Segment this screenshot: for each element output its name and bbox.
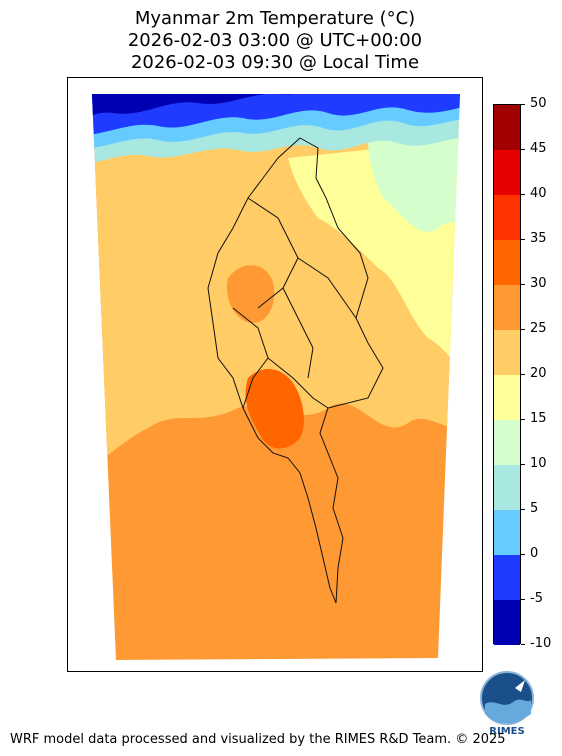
colorbar-tick-label: 15 [530,411,547,426]
colorbar-tick [521,284,525,285]
colorbar-segment [494,375,520,420]
colorbar-segment [494,555,520,600]
colorbar-tick-label: 20 [530,366,547,381]
colorbar-segment [494,600,520,645]
myanmar-border [207,137,384,604]
colorbar-tick [521,239,525,240]
colorbar-tick-label: -10 [530,636,552,651]
colorbar-tick [521,644,525,645]
colorbar-tick-label: 0 [530,546,539,561]
temp-zone-minus5-0 [92,94,460,137]
colorbar-tick [521,509,525,510]
colorbar-tick [521,599,525,600]
state-boundaries [232,197,357,409]
colorbar-tick-label: 5 [530,501,539,516]
map-title-line1: Myanmar 2m Temperature (°C) [134,8,416,29]
colorbar-segment [494,195,520,240]
colorbar-tick-label: 45 [530,141,547,156]
colorbar-tick [521,104,525,105]
temp-zone-30-35 [245,368,304,449]
colorbar [493,104,521,645]
map-title-line2: 2026-02-03 03:00 @ UTC+00:00 [127,30,423,51]
colorbar-tick-label: 25 [530,321,547,336]
footer-credit: WRF model data processed and visualized … [10,732,506,747]
colorbar-tick-label: 50 [530,96,547,111]
colorbar-segment [494,105,520,150]
colorbar-tick [521,374,525,375]
temp-zone-10-15 [368,133,460,232]
colorbar-tick [521,329,525,330]
colorbar-tick-label: -5 [530,591,543,606]
colorbar-segment [494,150,520,195]
colorbar-tick [521,464,525,465]
colorbar-segment [494,465,520,510]
logo-text: RIMES [489,726,525,737]
colorbar-segment [494,240,520,285]
colorbar-segment [494,510,520,555]
map-frame: RIMES [67,77,534,737]
colorbar-tick [521,419,525,420]
colorbar-tick-label: 10 [530,456,547,471]
colorbar-segment [494,330,520,375]
temperature-map [92,94,460,660]
colorbar-tick-label: 40 [530,186,547,201]
colorbar-tick-label: 35 [530,231,547,246]
rimes-logo-icon: RIMES [475,670,539,738]
colorbar-segment [494,420,520,465]
colorbar-tick-label: 30 [530,276,547,291]
colorbar-tick [521,194,525,195]
colorbar-segment [494,285,520,330]
colorbar-tick [521,149,525,150]
colorbar-tick [521,554,525,555]
map-title-line3: 2026-02-03 09:30 @ Local Time [130,52,420,73]
temp-zone-minus10-minus5 [92,94,328,126]
